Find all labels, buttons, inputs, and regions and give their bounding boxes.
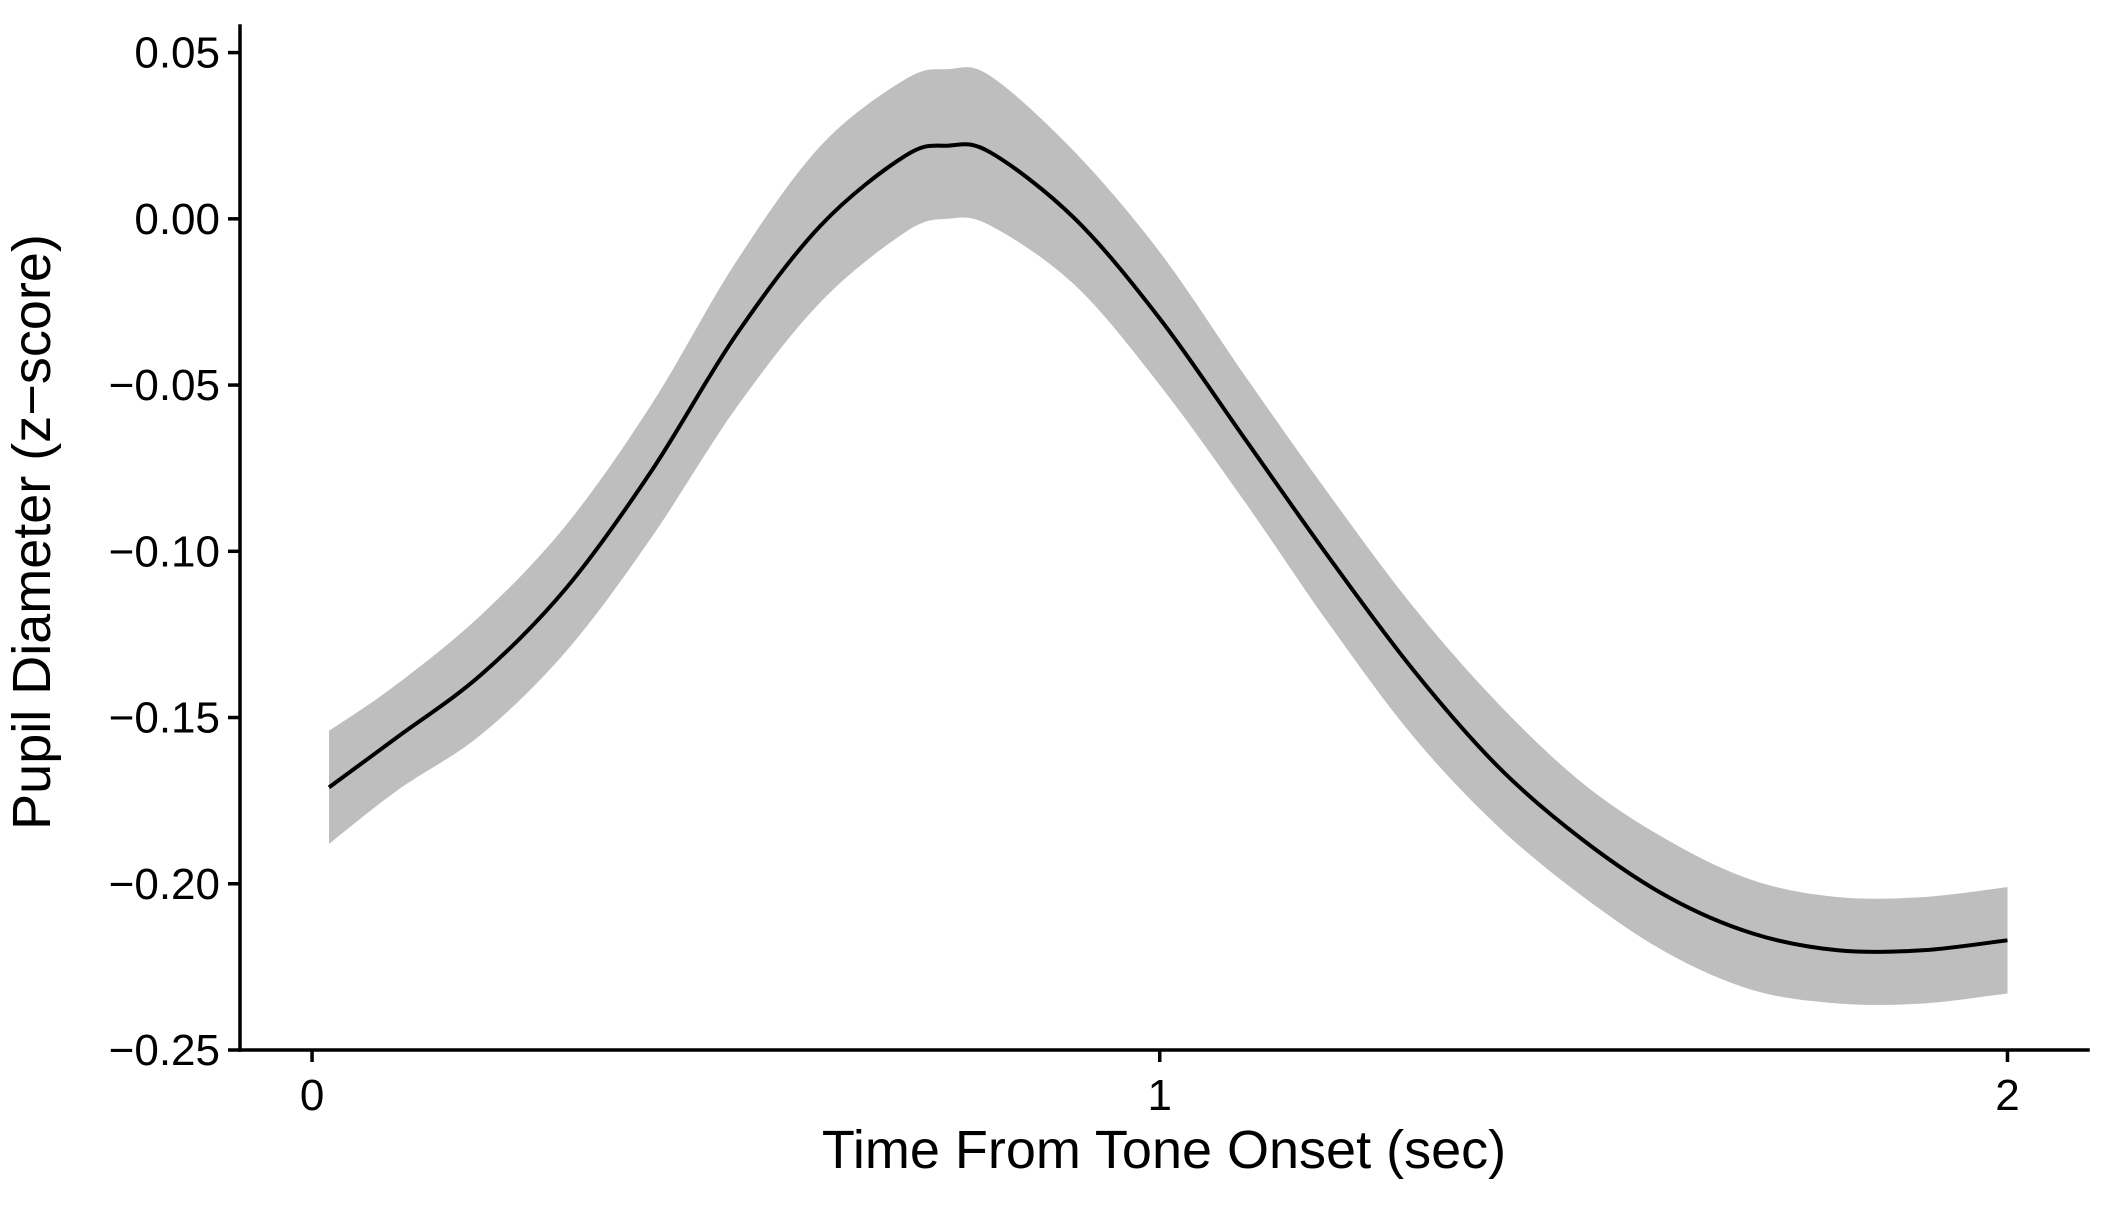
x-tick-label: 2: [1995, 1071, 2019, 1120]
y-tick-label: −0.25: [109, 1026, 220, 1075]
x-tick-label: 0: [300, 1071, 324, 1120]
series-line-0: [327, 142, 2008, 954]
y-tick-label: −0.10: [109, 527, 220, 576]
x-tick-label: 1: [1148, 1071, 1172, 1120]
confidence-band-0: [329, 67, 2008, 1005]
y-tick-label: −0.20: [109, 860, 220, 909]
y-axis-title: Pupil Diameter (z−score): [2, 234, 62, 830]
y-tick-label: −0.15: [109, 694, 220, 743]
y-tick-label: 0.00: [134, 195, 220, 244]
y-tick-label: −0.05: [109, 361, 220, 410]
axes: 0.05 0.00 −0.05 −0.10 −0.15 −0.20 −0.25 0 1 2: [109, 24, 2090, 1120]
y-tick-label: 0.05: [134, 29, 220, 78]
x-axis-title: Time From Tone Onset (sec): [822, 1120, 1506, 1180]
plot-area: [327, 67, 2008, 1005]
